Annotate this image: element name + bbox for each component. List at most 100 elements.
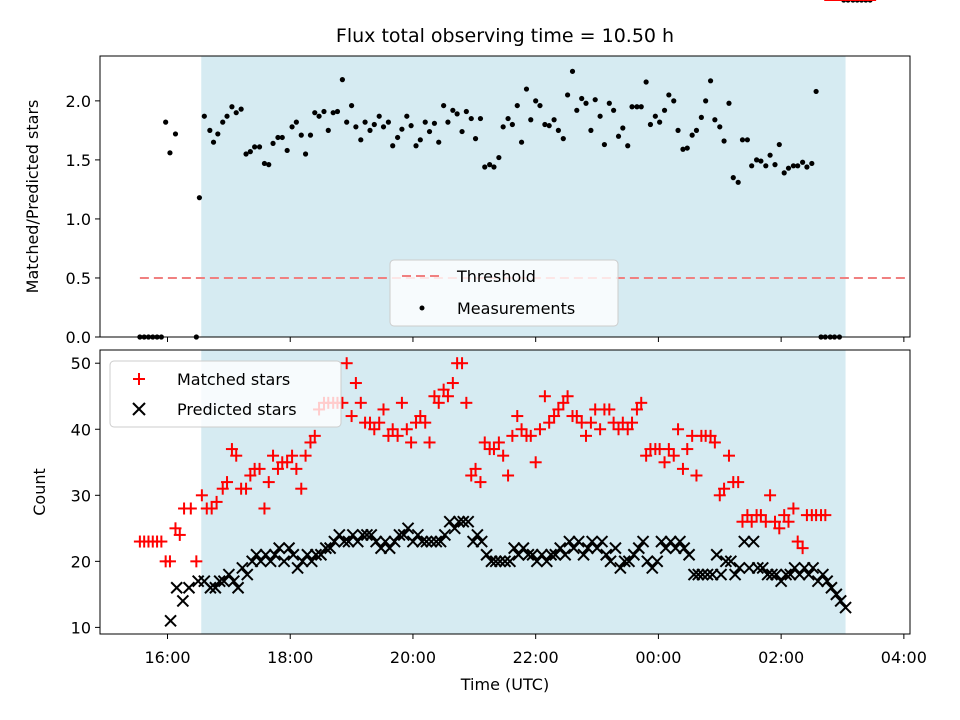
predicted-star-point	[747, 535, 760, 548]
predicted-star-point	[333, 528, 346, 542]
measurement-point	[422, 119, 428, 125]
measurement-point	[749, 163, 755, 169]
predicted-star-point	[806, 561, 820, 575]
x-tick-label: 00:00	[635, 648, 681, 667]
predicted-star-point	[632, 541, 645, 555]
matched-star-point	[791, 535, 804, 548]
measurement-point	[243, 151, 249, 157]
matched-star-point	[400, 423, 413, 436]
matched-star-point	[437, 383, 450, 396]
matched-star-point	[253, 462, 266, 475]
measurement-point	[671, 98, 677, 104]
measurement-point	[390, 143, 396, 149]
predicted-star-point	[724, 555, 738, 568]
measurement-point	[201, 113, 207, 119]
measurement-point	[380, 124, 387, 130]
measurement-point	[348, 102, 355, 109]
measurement-point	[172, 131, 179, 137]
matched-star-point	[184, 502, 197, 515]
measurement-point	[298, 132, 304, 138]
matched-star-point	[635, 396, 648, 409]
x-tick-label: 02:00	[758, 648, 804, 667]
matched-star-point	[386, 423, 399, 436]
predicted-marker-stroke	[222, 568, 236, 581]
bottom-y-tick-label: 40	[71, 420, 91, 439]
matched-star-point	[349, 377, 362, 390]
predicted-marker-stroke	[452, 515, 466, 528]
predicted-star-point	[622, 555, 636, 568]
measurement-point	[450, 107, 456, 113]
predicted-marker-stroke	[646, 561, 659, 575]
measurement-point	[509, 121, 515, 128]
matched-star-point	[713, 489, 726, 502]
predicted-marker-stroke	[204, 581, 217, 594]
matched-star-point	[195, 489, 208, 502]
predicted-marker-stroke	[738, 535, 751, 548]
measurement-point	[615, 133, 622, 139]
predicted-marker-stroke	[406, 535, 420, 548]
predicted-marker-stroke	[765, 568, 779, 581]
predicted-marker-stroke	[338, 535, 351, 548]
predicted-marker-stroke	[701, 568, 714, 581]
measurement-point	[551, 117, 557, 123]
predicted-marker-stroke	[522, 548, 535, 561]
matched-star-point	[240, 482, 253, 495]
predicted-star-point	[475, 535, 488, 548]
measurement-point	[629, 104, 635, 110]
predicted-marker-stroke	[254, 555, 267, 568]
predicted-marker-stroke	[793, 568, 806, 581]
measurement-point	[266, 162, 272, 168]
predicted-marker-stroke	[714, 568, 728, 581]
measurement-point	[436, 139, 442, 145]
predicted-star-point	[296, 555, 309, 568]
predicted-star-point	[241, 568, 254, 581]
predicted-marker-stroke	[641, 555, 654, 568]
predicted-star-point	[213, 574, 226, 588]
measurement-point	[353, 124, 359, 130]
predicted-star-point	[170, 581, 183, 594]
measurement-point	[666, 92, 672, 98]
predicted-star-point	[765, 568, 779, 581]
measurement-point	[312, 110, 318, 116]
measurement-point	[463, 108, 469, 115]
predicted-marker-stroke	[236, 561, 249, 575]
predicted-marker-stroke	[305, 555, 318, 568]
measurement-point	[431, 120, 438, 126]
matched-star-point	[368, 423, 381, 436]
predicted-star-point	[231, 581, 245, 594]
matched-star-point	[225, 443, 238, 456]
measurement-point	[560, 136, 566, 142]
predicted-star-point	[250, 548, 263, 561]
measurement-point	[684, 145, 690, 151]
predicted-marker-stroke	[677, 541, 691, 555]
measurement-point	[785, 165, 792, 171]
x-tick-label: 20:00	[390, 648, 436, 667]
predicted-star-point	[338, 535, 351, 548]
predicted-marker-stroke	[360, 528, 374, 542]
predicted-star-point	[774, 574, 788, 588]
measurement-point	[404, 113, 410, 119]
measurement-point	[657, 119, 663, 125]
measurement-point	[491, 164, 497, 170]
predicted-star-point	[793, 568, 806, 581]
measurement-point	[601, 141, 608, 148]
predicted-marker-stroke	[217, 574, 231, 588]
matched-star-point	[428, 390, 441, 403]
predicted-marker-stroke	[747, 535, 760, 548]
predicted-star-point	[512, 548, 525, 561]
predicted-legend-marker	[132, 402, 146, 416]
predicted-star-point	[751, 561, 765, 575]
predicted-marker-stroke	[770, 568, 783, 581]
predicted-marker-stroke	[788, 561, 801, 575]
predicted-star-point	[595, 535, 609, 548]
predicted-marker-stroke	[328, 535, 341, 548]
predicted-marker-stroke	[585, 535, 599, 548]
predicted-star-point	[738, 535, 751, 548]
measurement-point	[307, 132, 314, 138]
matched-star-point	[377, 403, 390, 416]
matched-star-point	[474, 476, 487, 489]
predicted-star-point	[609, 541, 622, 555]
predicted-star-point	[287, 548, 300, 561]
predicted-star-point	[425, 535, 438, 548]
predicted-marker-stroke	[728, 568, 742, 581]
